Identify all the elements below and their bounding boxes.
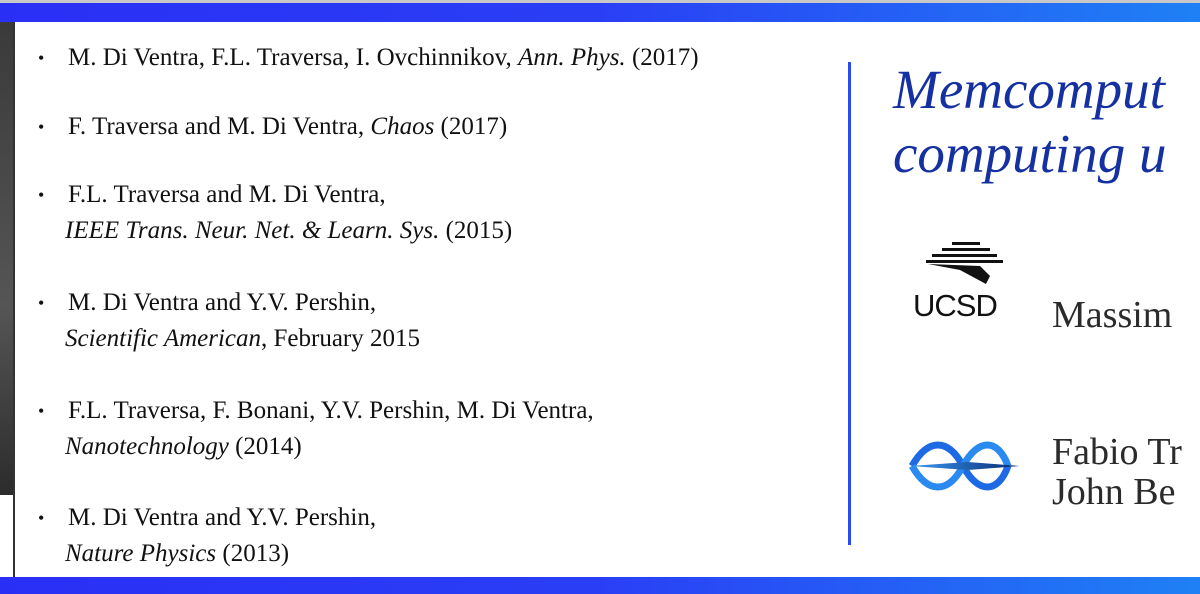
journal: Nature Physics — [65, 540, 217, 567]
year: (2017) — [625, 44, 699, 71]
bullet: • — [38, 508, 45, 528]
journal: Scientific American — [65, 325, 262, 352]
vertical-divider — [848, 62, 851, 545]
year: (2015) — [439, 217, 513, 244]
year: (2017) — [434, 113, 508, 140]
bottom-banner — [0, 577, 1200, 594]
top-banner — [0, 3, 1200, 22]
memcomputing-logo-icon — [908, 441, 1020, 491]
bullet: • — [38, 401, 45, 421]
author-name: Massim — [1052, 294, 1173, 336]
window-edge — [0, 0, 1200, 3]
year: (2014) — [228, 433, 302, 460]
left-border — [13, 22, 15, 577]
slide-title: Memcomput computing u — [893, 58, 1166, 186]
authors: F.L. Traversa and M. Di Ventra, — [68, 181, 386, 208]
bullet: • — [38, 293, 45, 313]
title-line-1: Memcomput — [893, 59, 1165, 120]
year: (2013) — [216, 540, 290, 567]
journal: Nanotechnology — [65, 433, 229, 460]
bullet: • — [38, 48, 45, 68]
authors: M. Di Ventra and Y.V. Pershin, — [68, 289, 377, 316]
journal: Chaos — [370, 113, 435, 140]
journal: IEEE Trans. Neur. Net. & Learn. Sys. — [65, 217, 440, 244]
title-line-2: computing u — [893, 123, 1167, 184]
bullet: • — [38, 185, 45, 205]
authors: M. Di Ventra, F.L. Traversa, I. Ovchinni… — [68, 44, 519, 71]
bullet: • — [38, 117, 45, 137]
authors: M. Di Ventra and Y.V. Pershin, — [68, 504, 377, 531]
journal: Ann. Phys. — [518, 44, 626, 71]
author-name: John Be — [1052, 471, 1176, 513]
authors: F. Traversa and M. Di Ventra, — [68, 113, 371, 140]
ucsd-logo-text: UCSD — [913, 288, 998, 323]
left-image-strip — [0, 22, 13, 495]
author-name: Fabio Tr — [1052, 431, 1182, 473]
ucsd-logo-icon — [926, 242, 1003, 284]
date: , February 2015 — [261, 325, 421, 352]
authors: F.L. Traversa, F. Bonani, Y.V. Pershin, … — [68, 397, 594, 424]
